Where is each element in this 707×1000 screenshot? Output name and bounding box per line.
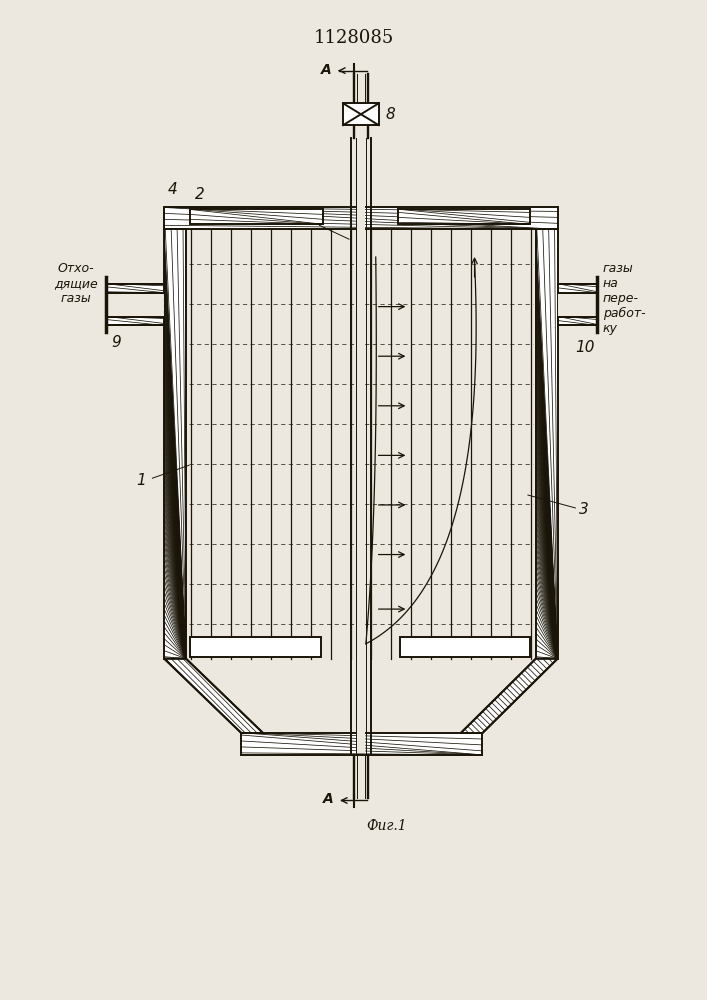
Text: 7: 7 (300, 214, 310, 229)
Bar (186, 229, 536, 659)
Bar (241, 733, 482, 755)
Bar (106, 293, 164, 317)
Bar (536, 229, 558, 659)
Bar (558, 317, 597, 325)
Text: 1128085: 1128085 (314, 29, 394, 47)
Bar (399, 209, 530, 224)
Text: Фиг.1: Фиг.1 (366, 819, 407, 833)
Text: 3: 3 (579, 502, 589, 517)
Bar (190, 209, 323, 224)
Text: 2: 2 (195, 187, 204, 202)
Bar (343, 103, 379, 125)
Bar (558, 284, 597, 293)
Text: газы
на
пере-
работ-
ку: газы на пере- работ- ку (603, 262, 645, 335)
Bar (400, 637, 530, 657)
Bar (186, 229, 536, 659)
Text: 10: 10 (575, 340, 595, 355)
Polygon shape (461, 659, 558, 733)
Bar (558, 293, 597, 317)
Text: 4: 4 (168, 182, 178, 197)
Polygon shape (186, 659, 536, 733)
Bar (356, 138, 366, 753)
Bar (106, 317, 164, 325)
Bar (106, 284, 164, 293)
Text: Отхо-
дящие
газы: Отхо- дящие газы (54, 262, 98, 305)
Text: А: А (320, 63, 332, 77)
Bar (164, 207, 558, 229)
Text: 8: 8 (385, 107, 395, 122)
Bar (164, 229, 186, 659)
Bar (190, 637, 322, 657)
Text: 9: 9 (111, 335, 121, 350)
Text: 2: 2 (173, 639, 182, 654)
Text: 1: 1 (136, 473, 146, 488)
Text: А: А (322, 792, 333, 806)
Polygon shape (164, 659, 263, 733)
